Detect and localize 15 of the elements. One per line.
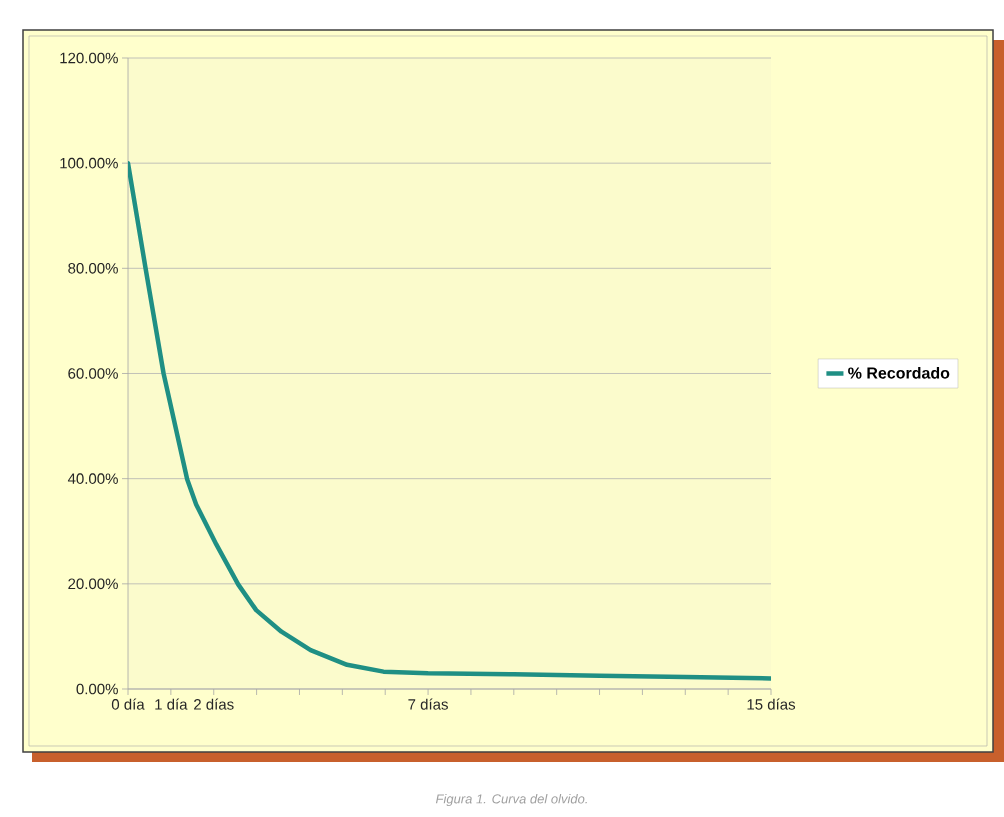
y-tick-label: 120.00% bbox=[60, 52, 118, 64]
y-tick-label: 100.00% bbox=[60, 157, 118, 169]
y-tick-label: 20.00% bbox=[68, 578, 118, 590]
x-tick-label: 7 días bbox=[408, 698, 448, 710]
legend-label: % Recordado bbox=[848, 366, 950, 379]
x-tick-label: 2 días bbox=[194, 698, 234, 710]
y-tick-label: 0.00% bbox=[76, 683, 118, 695]
x-tick-label: 1 día bbox=[155, 698, 188, 710]
y-tick-label: 40.00% bbox=[67, 473, 118, 484]
x-tick-label: 15 días bbox=[747, 698, 796, 710]
line-series bbox=[128, 160, 772, 681]
y-tick-label: 80.00% bbox=[68, 263, 118, 274]
x-tick-label: 0 día bbox=[111, 698, 145, 710]
text: Figura 1. Curva del olvido. bbox=[435, 793, 587, 807]
y-tick-label: 60.00% bbox=[68, 368, 118, 379]
